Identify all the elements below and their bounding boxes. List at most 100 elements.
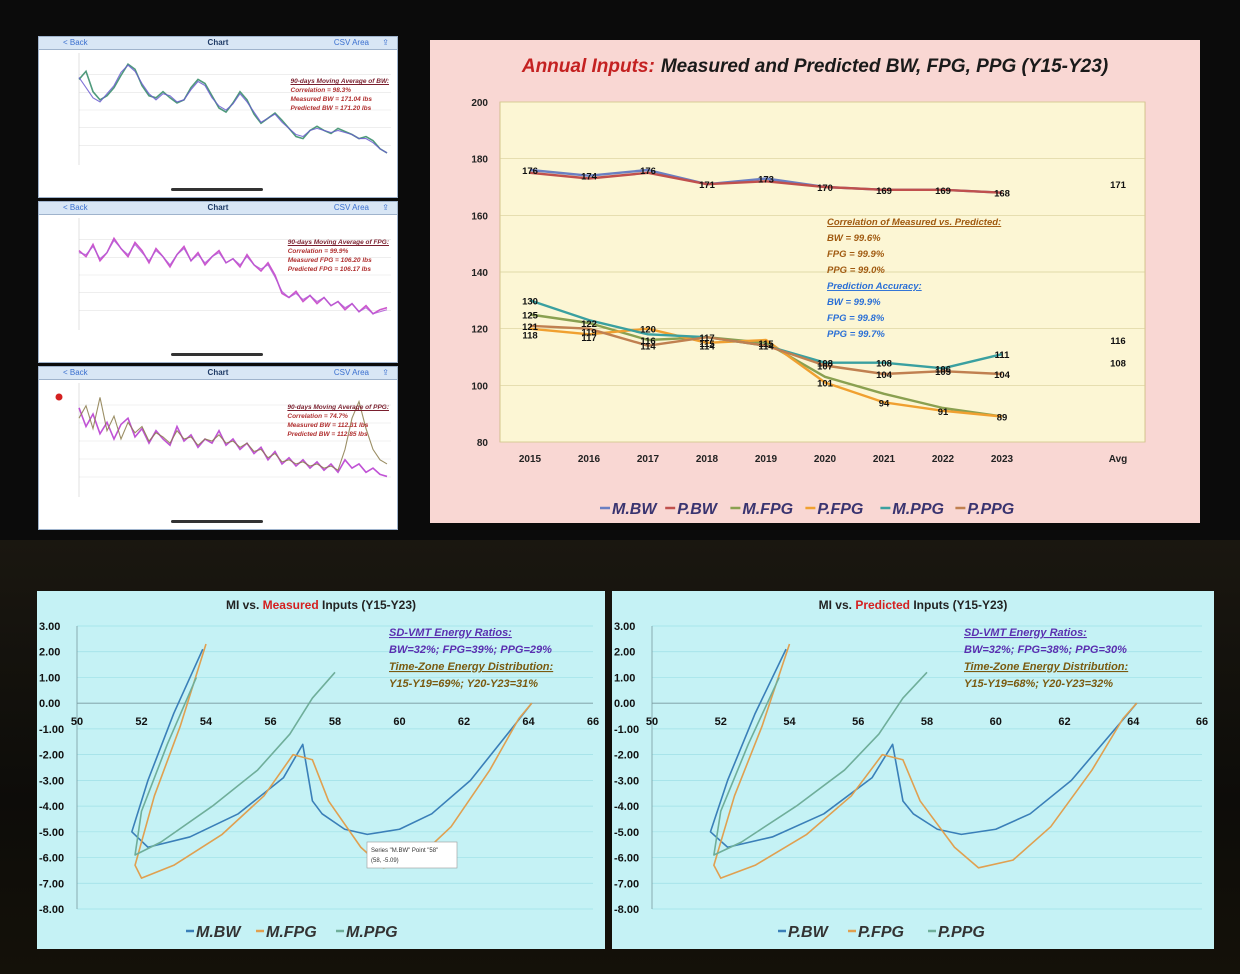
x-tick-label: 56 <box>264 716 276 728</box>
x-tick-label: 50 <box>646 716 658 728</box>
y-tick-label: -8.00 <box>39 904 64 916</box>
mini-title: Chart <box>207 203 229 212</box>
y-tick-label: 3.00 <box>614 621 635 633</box>
energy-note: Time-Zone Energy Distribution: <box>964 661 1129 673</box>
y-tick-label: -7.00 <box>39 878 64 890</box>
y-tick-label: 160 <box>471 211 488 222</box>
data-label: 104 <box>876 370 893 381</box>
mini-annotation-line: Correlation = 98.3% <box>290 87 352 94</box>
mini-plot <box>55 383 391 497</box>
mi-predicted-svg: MI vs. Predicted Inputs (Y15-Y23) 3.00 2.0… <box>614 598 1208 941</box>
legend-label: P.BW <box>677 501 719 518</box>
mini-series-line <box>78 64 388 154</box>
chart-title: MI vs. Predicted Inputs (Y15-Y23) <box>819 598 1008 612</box>
tooltip-line: (58, -5.09) <box>371 858 399 864</box>
mini-annotation-line: 90-days Moving Average of PPG: <box>287 404 389 411</box>
series-line-P.PPG <box>713 671 928 856</box>
data-label: 122 <box>581 319 597 330</box>
tooltip-line: Series "M.BW" Point "58" <box>371 848 438 854</box>
data-label: 114 <box>758 342 774 353</box>
mini-plot <box>78 53 391 165</box>
mini-annotation-line: Correlation = 99.9% <box>287 248 349 255</box>
data-label: 116 <box>1110 336 1125 347</box>
y-tick-label: 2.00 <box>39 647 60 659</box>
y-tick-label: -3.00 <box>39 775 64 787</box>
mini-series-line <box>78 239 388 315</box>
data-label: 108 <box>1110 359 1126 370</box>
legend-label: M.PPG <box>892 501 944 518</box>
annotation-line: BW = 99.6% <box>827 233 881 244</box>
mini-annotation-line: Predicted FPG = 106.17 lbs <box>287 266 372 273</box>
x-tick-label: 60 <box>393 716 405 728</box>
chart-title-main: Measured and Predicted BW, FPG, PPG (Y15… <box>661 56 1108 77</box>
back-button[interactable]: < Back <box>63 203 88 212</box>
share-icon[interactable]: ⇪ <box>382 368 389 377</box>
data-label: 169 <box>876 186 892 197</box>
data-label: 115 <box>758 339 774 350</box>
series-line-P.BW <box>529 171 1003 194</box>
annotation-line: BW = 99.9% <box>827 297 881 308</box>
energy-note: BW=32%; FPG=38%; PPG=30% <box>964 644 1127 656</box>
series-line-P.PPG <box>529 324 1003 376</box>
series-line-P.BW <box>709 648 1138 849</box>
annotation-line: Correlation of Measured vs. Predicted: <box>827 217 1001 228</box>
title-highlight: Predicted <box>855 598 910 612</box>
title-pre: MI vs. <box>819 598 856 612</box>
x-tick-label: 66 <box>587 716 599 728</box>
home-indicator <box>171 520 263 523</box>
annotation-line: PPG = 99.7% <box>827 329 885 340</box>
data-label: 111 <box>995 350 1011 361</box>
data-label: 176 <box>640 166 656 177</box>
legend-label: P.PPG <box>967 501 1014 518</box>
data-label: 101 <box>817 379 834 390</box>
data-label: 171 <box>699 180 716 191</box>
back-button[interactable]: < Back <box>63 38 88 47</box>
mini-annotation-line: Measured BW = 112.31 lbs <box>287 422 369 429</box>
data-label: 114 <box>699 342 715 353</box>
x-tick-label: 56 <box>852 716 864 728</box>
data-label: 119 <box>581 328 596 339</box>
data-label: 171 <box>1110 180 1127 191</box>
x-tick-label: 66 <box>1196 716 1208 728</box>
share-icon[interactable]: ⇪ <box>382 38 389 47</box>
y-tick-label: 0.00 <box>614 698 635 710</box>
csv-area-button[interactable]: CSV Area <box>333 203 369 212</box>
x-tick-label: 2022 <box>932 454 955 465</box>
mini-series-line <box>78 397 388 472</box>
y-tick-label: -5.00 <box>614 827 639 839</box>
y-tick-label: 120 <box>471 325 488 336</box>
energy-note: SD-VMT Energy Ratios: <box>964 627 1087 639</box>
series-line-M.PPG <box>134 671 336 856</box>
x-tick-label: 2023 <box>991 454 1014 465</box>
back-button[interactable]: < Back <box>63 368 88 377</box>
data-label: 115 <box>699 339 715 350</box>
y-tick-label: 140 <box>471 268 488 279</box>
point-tooltip: Series "M.BW" Point "58" (58, -5.09) <box>366 841 458 869</box>
x-tick-label: 2017 <box>637 454 660 465</box>
y-tick-label: -1.00 <box>39 724 64 736</box>
data-label: 117 <box>581 333 596 344</box>
annotation-line: PPG = 99.0% <box>827 265 885 276</box>
data-label: 108 <box>876 359 892 370</box>
mini-header: < Back Chart CSV Area ⇪ <box>39 367 397 380</box>
mini-series-line <box>78 407 388 478</box>
home-indicator <box>171 188 263 191</box>
x-tick-label: 58 <box>921 716 933 728</box>
share-icon[interactable]: ⇪ <box>382 203 389 212</box>
x-tick-label: 62 <box>458 716 470 728</box>
energy-note: BW=32%; FPG=39%; PPG=29% <box>389 644 552 656</box>
csv-area-button[interactable]: CSV Area <box>333 368 369 377</box>
mini-annotation-line: Correlation = 74.7% <box>287 413 348 420</box>
csv-area-button[interactable]: CSV Area <box>333 38 369 47</box>
y-tick-label: 1.00 <box>39 672 60 684</box>
x-tick-label: 64 <box>522 716 535 728</box>
x-tick-label: 2018 <box>696 454 719 465</box>
mini-chart-ppg: < Back Chart CSV Area ⇪ 90-days Moving Avera… <box>38 366 398 530</box>
data-label: 116 <box>640 336 655 347</box>
data-label: 106 <box>935 364 951 375</box>
legend-label: M.PPG <box>346 924 398 941</box>
data-label: 89 <box>997 413 1008 424</box>
y-tick-label: -6.00 <box>614 853 639 865</box>
mi-measured-svg: MI vs. Measured Inputs (Y15-Y23) 3.00 2.00… <box>39 598 599 941</box>
y-tick-label: 2.00 <box>614 647 635 659</box>
